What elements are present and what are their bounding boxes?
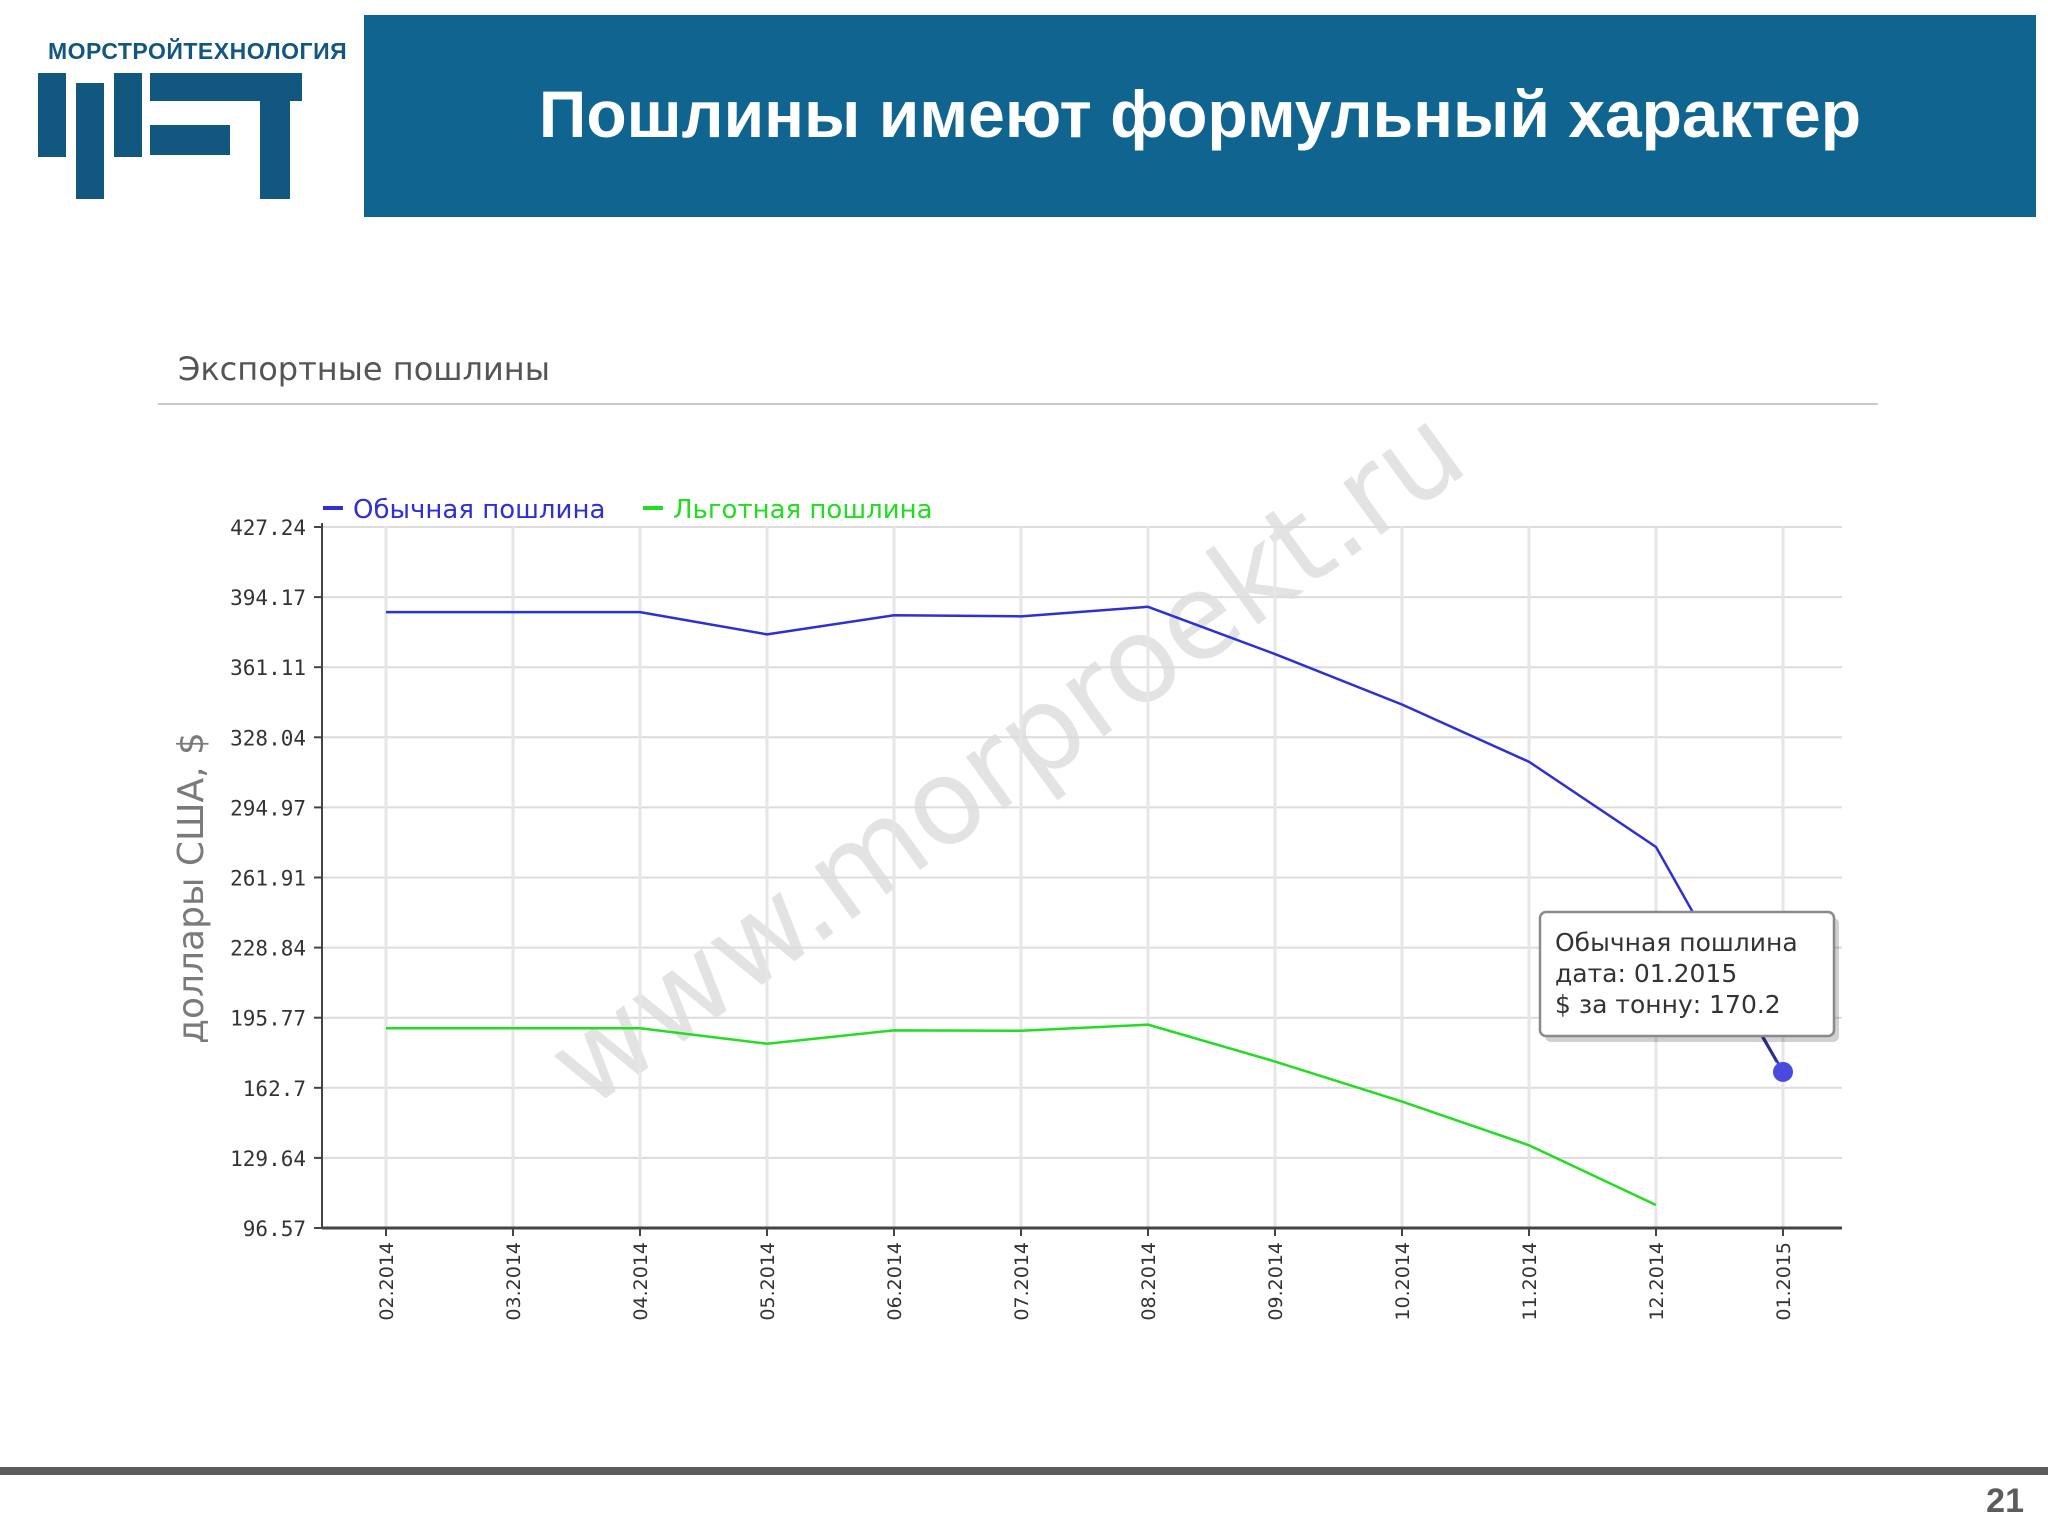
tooltip-pointer	[1760, 1035, 1779, 1063]
logo-company-name: МОРСТРОЙТЕХНОЛОГИЯ	[48, 38, 348, 64]
x-tick-label: 10.2014	[1392, 1242, 1414, 1321]
tooltip-date: дата: 01.2015	[1555, 959, 1737, 988]
y-tick-label: 162.7	[243, 1077, 306, 1101]
tooltip-value: $ за тонну: 170.2	[1555, 990, 1781, 1019]
x-tick-label: 05.2014	[757, 1242, 779, 1321]
slide-title: Пошлины имеют формульный характер	[538, 77, 1862, 151]
x-tick-label: 07.2014	[1011, 1242, 1033, 1321]
y-axis-title: доллары США, $	[171, 732, 212, 1044]
y-tick-label: 361.11	[230, 656, 306, 680]
y-tick-label: 261.91	[230, 866, 306, 890]
legend-label-preferential: Льготная пошлина	[673, 495, 933, 525]
x-tick-label: 09.2014	[1265, 1242, 1287, 1321]
x-tick-label: 01.2015	[1773, 1242, 1795, 1321]
legend-label-regular: Обычная пошлина	[353, 495, 605, 525]
x-tick-label: 03.2014	[503, 1242, 525, 1321]
x-tick-label: 12.2014	[1646, 1242, 1668, 1321]
y-tick-label: 129.64	[230, 1147, 306, 1171]
footer-divider	[0, 1467, 2048, 1475]
y-tick-label: 394.17	[230, 586, 306, 610]
company-logo: МОРСТРОЙТЕХНОЛОГИЯ	[30, 28, 360, 218]
y-tick-label: 195.77	[230, 1007, 306, 1031]
logo-mark-icon	[38, 73, 302, 199]
series-line-preferential	[386, 1023, 1657, 1207]
y-tick-label: 328.04	[230, 726, 306, 750]
title-banner: Пошлины имеют формульный характер	[364, 15, 2036, 217]
page-number: 21	[1986, 1482, 2024, 1520]
highlighted-point	[1773, 1061, 1793, 1082]
x-tick-label: 06.2014	[884, 1242, 906, 1321]
x-tick-label: 02.2014	[376, 1242, 398, 1321]
y-tick-label: 228.84	[230, 937, 306, 961]
x-tick-label: 04.2014	[630, 1242, 652, 1321]
y-tick-label: 96.57	[243, 1217, 306, 1241]
chart-title-divider	[158, 403, 1878, 405]
tooltip-series-name: Обычная пошлина	[1555, 928, 1798, 957]
chart-title: Экспортные пошлины	[178, 350, 550, 388]
y-tick-label: 427.24	[230, 516, 306, 540]
x-tick-label: 11.2014	[1519, 1242, 1541, 1321]
watermark-text: www.morproekt.ru	[523, 380, 1488, 1134]
x-tick-label: 08.2014	[1138, 1242, 1160, 1321]
series-line-regular	[386, 605, 1785, 1073]
tooltip-box	[1538, 910, 1836, 1038]
y-tick-label: 294.97	[230, 796, 306, 820]
